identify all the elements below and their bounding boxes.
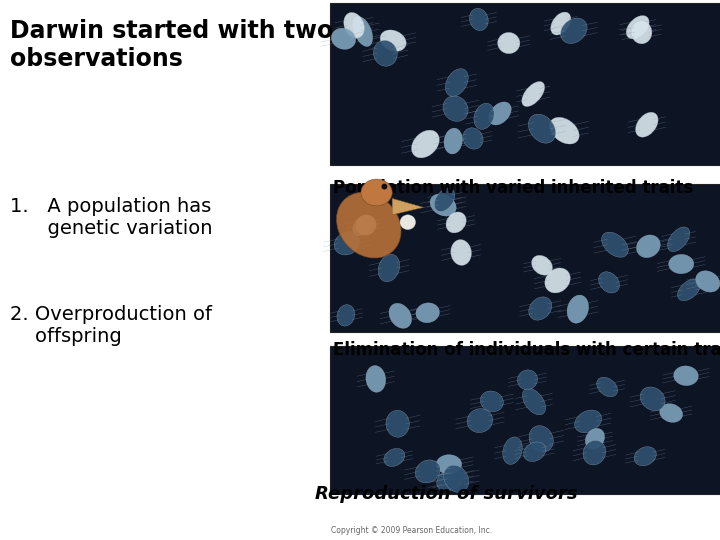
Ellipse shape [353,215,372,236]
Ellipse shape [528,114,556,143]
Ellipse shape [356,215,376,235]
Text: Population with varied inherited traits: Population with varied inherited traits [333,179,693,197]
Ellipse shape [469,8,488,31]
Ellipse shape [567,295,588,323]
Ellipse shape [463,128,483,149]
Text: Copyright © 2009 Pearson Education, Inc.: Copyright © 2009 Pearson Education, Inc. [331,525,492,535]
Ellipse shape [443,96,468,122]
Ellipse shape [430,194,456,216]
Ellipse shape [386,410,409,437]
Ellipse shape [545,268,570,293]
Ellipse shape [366,366,386,392]
Ellipse shape [626,16,649,39]
FancyBboxPatch shape [330,346,720,494]
FancyBboxPatch shape [330,184,720,332]
Ellipse shape [678,279,701,301]
Ellipse shape [529,426,553,452]
Ellipse shape [412,130,439,158]
Ellipse shape [523,388,546,415]
Ellipse shape [337,305,355,326]
Ellipse shape [597,377,618,397]
Ellipse shape [480,391,503,411]
Ellipse shape [334,232,359,255]
Ellipse shape [660,404,683,422]
Ellipse shape [583,440,606,465]
Ellipse shape [446,69,468,96]
Ellipse shape [498,32,520,53]
Ellipse shape [522,82,544,106]
Ellipse shape [489,102,511,125]
Ellipse shape [528,297,552,320]
Ellipse shape [523,442,546,462]
Ellipse shape [696,271,720,292]
Ellipse shape [667,227,690,252]
Ellipse shape [585,428,605,449]
Ellipse shape [602,232,628,257]
FancyBboxPatch shape [330,3,720,165]
Ellipse shape [380,30,406,51]
Ellipse shape [353,17,373,46]
Ellipse shape [575,410,601,433]
Polygon shape [392,199,423,215]
Ellipse shape [503,437,522,464]
Ellipse shape [531,255,552,275]
Ellipse shape [389,303,412,328]
Text: Darwin started with two
observations: Darwin started with two observations [10,19,333,71]
Text: Elimination of individuals with certain traits: Elimination of individuals with certain … [333,341,720,359]
Ellipse shape [415,460,440,483]
Ellipse shape [561,18,587,43]
Ellipse shape [518,370,538,389]
Ellipse shape [551,12,571,35]
Ellipse shape [636,235,660,258]
Ellipse shape [631,21,652,44]
Ellipse shape [444,465,469,492]
Ellipse shape [474,103,494,130]
Ellipse shape [634,447,657,465]
Ellipse shape [400,215,415,230]
Ellipse shape [598,272,619,293]
Ellipse shape [374,40,397,66]
Ellipse shape [549,117,579,144]
Ellipse shape [384,448,405,467]
Ellipse shape [434,188,455,212]
Ellipse shape [361,179,392,206]
Ellipse shape [669,254,694,274]
Ellipse shape [444,128,462,154]
Ellipse shape [343,12,364,38]
Text: 1.   A population has
      genetic variation: 1. A population has genetic variation [10,197,212,238]
Ellipse shape [336,192,401,258]
Ellipse shape [378,254,400,282]
Text: Reproduction of survivors: Reproduction of survivors [315,485,577,503]
Ellipse shape [416,303,439,323]
Ellipse shape [451,240,472,265]
Ellipse shape [437,467,464,491]
Ellipse shape [436,455,462,474]
Ellipse shape [446,212,467,233]
Ellipse shape [674,366,698,386]
Ellipse shape [382,184,387,190]
Ellipse shape [331,28,356,49]
Ellipse shape [636,112,658,137]
Text: 2. Overproduction of
    offspring: 2. Overproduction of offspring [10,305,212,346]
Ellipse shape [640,387,665,410]
Ellipse shape [467,409,492,433]
